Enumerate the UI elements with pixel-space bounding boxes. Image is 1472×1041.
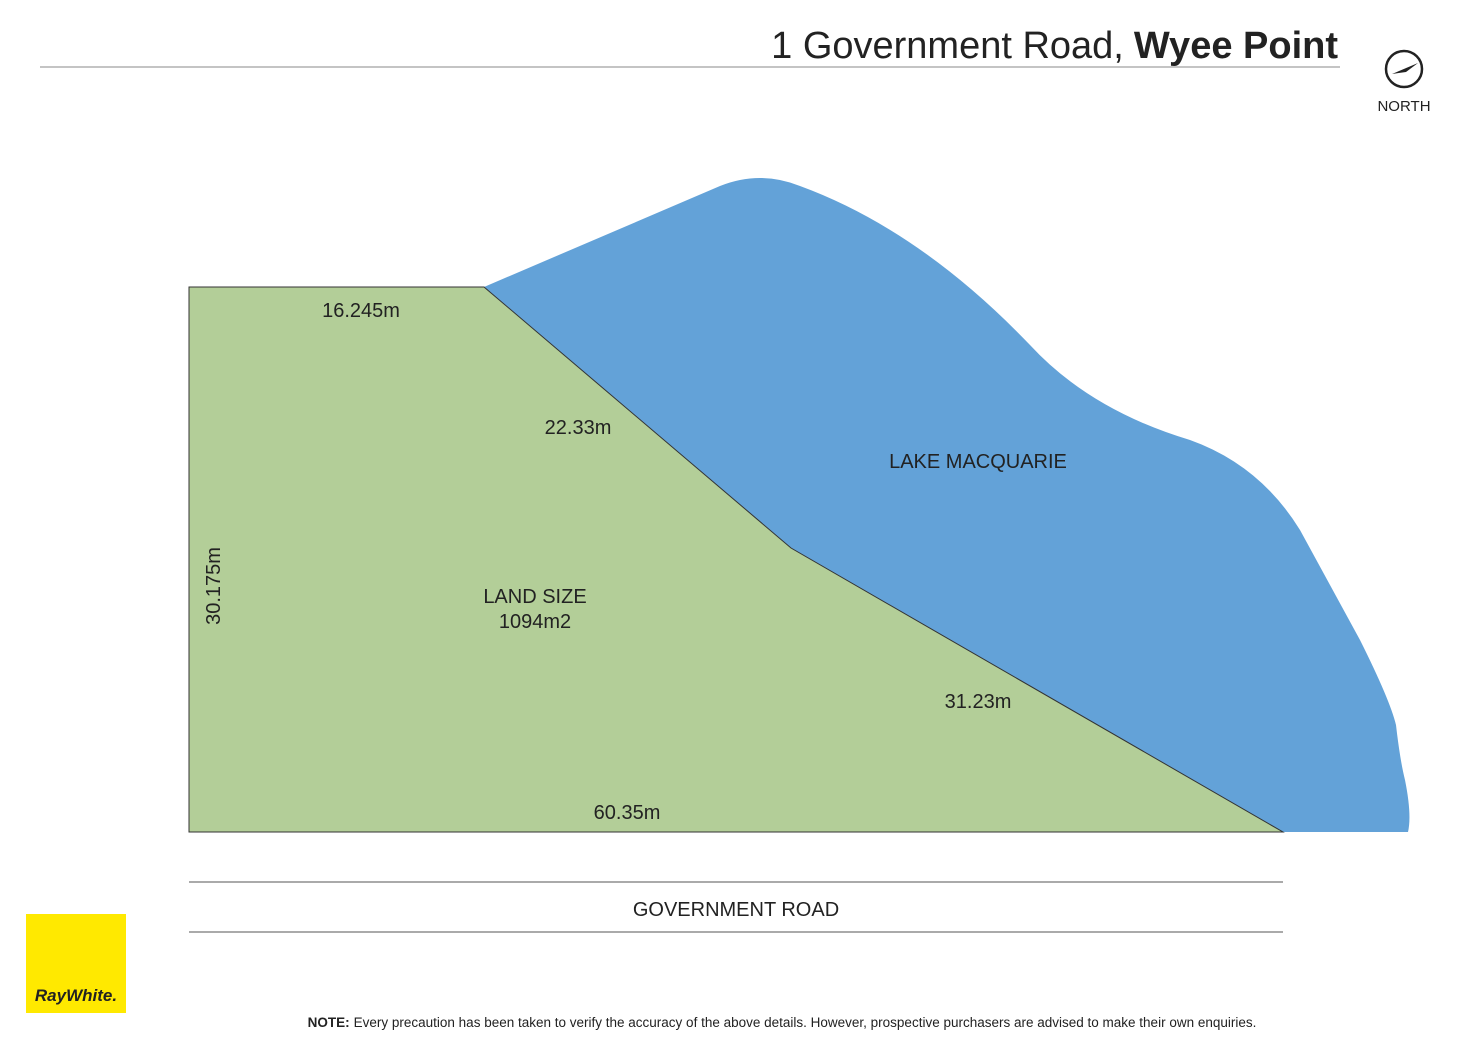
land-size-label: LAND SIZE	[483, 586, 586, 608]
dimension-label: 22.33m	[545, 417, 612, 439]
note-text: Every precaution has been taken to verif…	[354, 1015, 1257, 1030]
note: NOTE: Every precaution has been taken to …	[308, 1015, 1257, 1030]
note-label: NOTE:	[308, 1015, 350, 1030]
title: 1 Government Road, Wyee Point	[771, 25, 1338, 67]
suburb: Wyee Point	[1134, 25, 1338, 67]
logo-box	[26, 914, 126, 1013]
water-label: LAKE MACQUARIE	[889, 451, 1067, 473]
lot	[188, 286, 1285, 833]
compass-label: NORTH	[1377, 98, 1430, 115]
logo: RayWhite.	[35, 986, 117, 1005]
dimension-label: 60.35m	[594, 802, 661, 824]
compass-needle	[1392, 63, 1418, 74]
dimension-label: 31.23m	[945, 691, 1012, 713]
compass-ring	[1384, 49, 1424, 89]
address: 1 Government Road,	[771, 25, 1124, 67]
dimension-label: 30.175m	[203, 547, 225, 625]
land-size-value: 1094m2	[499, 611, 571, 633]
dimension-label: 16.245m	[322, 300, 400, 322]
road-label: GOVERNMENT ROAD	[633, 899, 839, 921]
lake	[484, 178, 1410, 832]
